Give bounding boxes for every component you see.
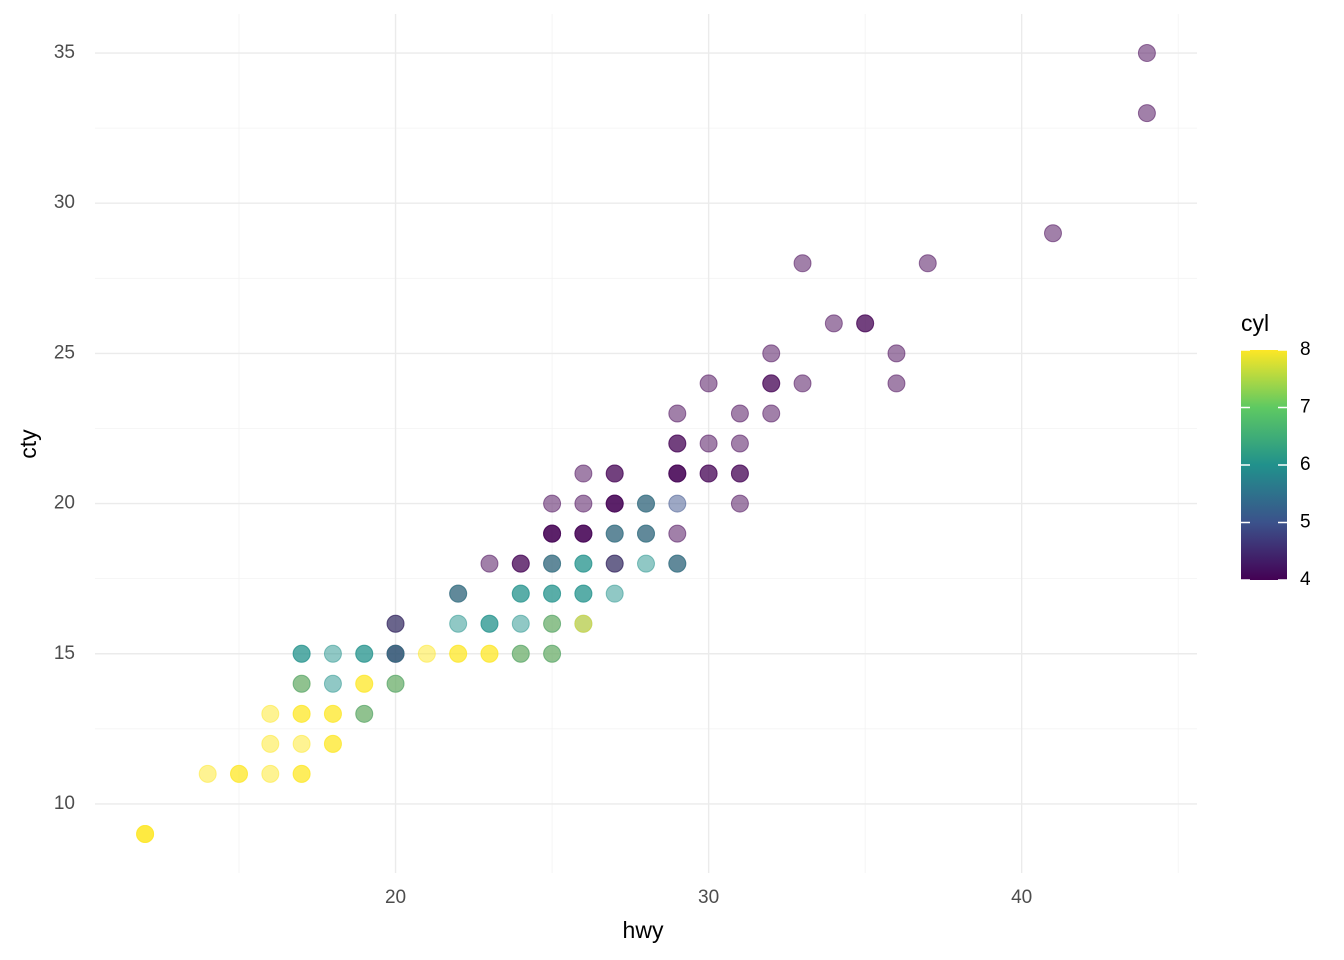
y-tick-label: 15: [54, 643, 75, 664]
point: [511, 554, 530, 573]
point: [136, 824, 155, 843]
point: [856, 314, 875, 333]
point: [699, 464, 718, 483]
legend-label: 6: [1300, 454, 1311, 475]
point: [511, 614, 530, 633]
point: [323, 674, 342, 693]
grid: [95, 14, 1197, 873]
point: [417, 644, 436, 663]
point: [355, 704, 374, 723]
point: [292, 644, 311, 663]
point: [261, 734, 280, 753]
legend-label: 4: [1300, 569, 1311, 590]
legend-label: 5: [1300, 512, 1311, 533]
point: [543, 554, 562, 573]
point: [261, 764, 280, 783]
point: [230, 764, 249, 783]
point: [730, 494, 749, 513]
point: [887, 344, 906, 363]
point: [1043, 224, 1062, 243]
point: [480, 644, 499, 663]
point: [386, 674, 405, 693]
point: [824, 314, 843, 333]
point: [574, 524, 593, 543]
x-tick-label: 20: [385, 887, 406, 908]
x-axis-label: hwy: [623, 917, 664, 943]
x-tick-label: 40: [1011, 887, 1032, 908]
point: [480, 554, 499, 573]
point: [605, 464, 624, 483]
point: [543, 614, 562, 633]
point: [605, 524, 624, 543]
point: [762, 404, 781, 423]
x-tick-label: 30: [698, 887, 719, 908]
point: [793, 254, 812, 273]
point: [292, 704, 311, 723]
y-tick-label: 30: [54, 192, 75, 213]
point: [449, 614, 468, 633]
point: [355, 674, 374, 693]
point: [637, 494, 655, 513]
point: [605, 494, 624, 513]
point: [574, 494, 593, 513]
point: [668, 494, 687, 513]
y-tick-label: 20: [54, 493, 75, 514]
point: [543, 644, 562, 663]
point: [386, 614, 405, 633]
point: [574, 584, 593, 603]
point: [668, 554, 687, 573]
point: [668, 464, 687, 483]
point: [574, 614, 593, 633]
point: [668, 404, 687, 423]
point: [637, 524, 655, 543]
point: [323, 644, 342, 663]
y-tick-label: 35: [54, 42, 75, 63]
point: [292, 764, 311, 783]
point: [699, 434, 718, 453]
point: [292, 674, 311, 693]
point: [323, 734, 342, 753]
point: [605, 554, 624, 573]
point: [449, 584, 468, 603]
point: [543, 494, 562, 513]
point: [730, 464, 749, 483]
point: [511, 644, 530, 663]
y-tick-label: 10: [54, 793, 75, 814]
point: [198, 764, 217, 783]
point: [292, 734, 311, 753]
point: [637, 554, 655, 573]
point: [480, 614, 499, 633]
point: [574, 554, 593, 573]
legend-title: cyl: [1241, 310, 1269, 336]
y-axis-label: cty: [15, 429, 41, 459]
point: [511, 584, 530, 603]
point: [730, 434, 749, 453]
point: [887, 374, 906, 393]
point: [449, 644, 468, 663]
point: [699, 374, 718, 393]
point: [605, 584, 624, 603]
point: [543, 524, 562, 543]
point: [762, 344, 781, 363]
point: [793, 374, 812, 393]
point: [1137, 44, 1156, 63]
legend-label: 8: [1300, 339, 1311, 360]
point: [668, 524, 687, 543]
point: [668, 434, 687, 453]
point: [730, 404, 749, 423]
point: [261, 704, 280, 723]
point: [355, 644, 374, 663]
point: [762, 374, 781, 393]
point: [543, 584, 562, 603]
legend-label: 7: [1300, 397, 1311, 418]
point: [574, 464, 593, 483]
point: [918, 254, 937, 273]
point: [323, 704, 342, 723]
point: [386, 644, 405, 663]
points: [136, 44, 1156, 843]
point: [1137, 104, 1156, 123]
y-tick-label: 25: [54, 342, 75, 363]
